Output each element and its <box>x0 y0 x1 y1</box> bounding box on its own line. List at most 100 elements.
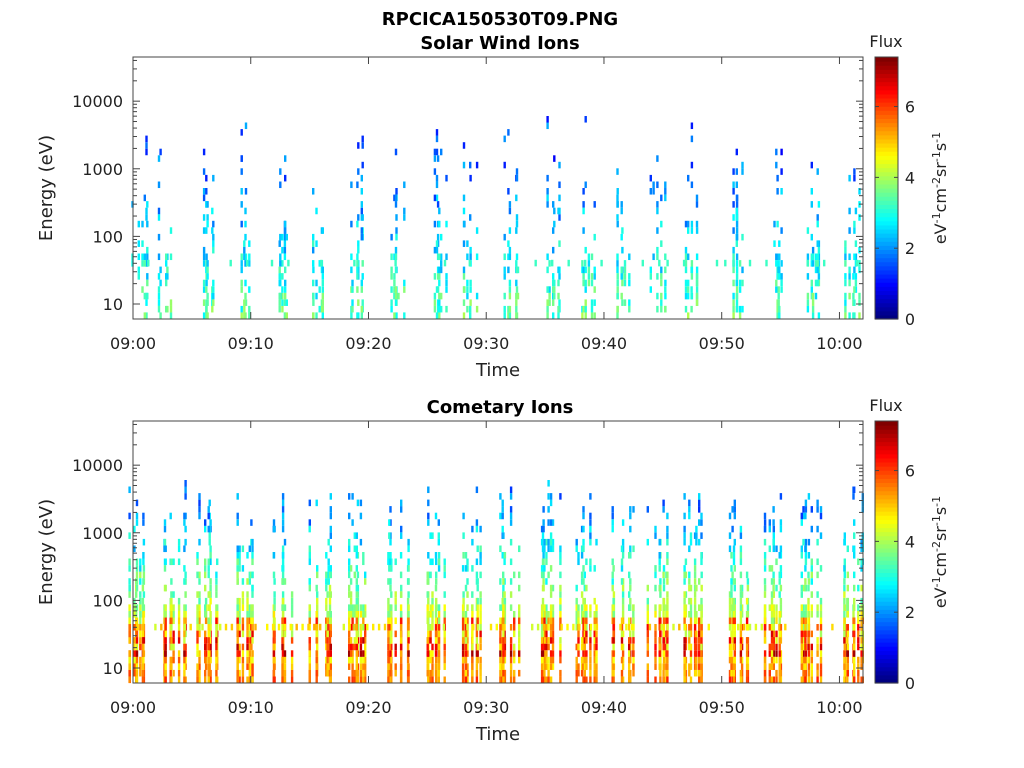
spectrogram-cell <box>735 266 739 274</box>
spectrogram-cell <box>462 161 466 169</box>
spectrogram-cell <box>279 253 282 261</box>
spectrogram-cell <box>814 260 818 267</box>
spectrogram-cell <box>804 604 808 611</box>
spectrogram-cell <box>848 227 851 234</box>
spectrogram-cell <box>154 623 157 631</box>
spectrogram-cell <box>406 656 410 664</box>
spectrogram-cell <box>399 650 403 657</box>
colorbar-tick-label: 2 <box>905 239 915 258</box>
spectrogram-cell <box>313 623 316 631</box>
spectrogram-cell <box>248 604 251 611</box>
spectrogram-cell <box>542 578 545 585</box>
spectrogram-cell <box>502 656 505 664</box>
spectrogram-cell <box>589 643 592 651</box>
spectrogram-cell <box>658 656 661 664</box>
spectrogram-cell <box>575 538 578 546</box>
spectrogram-cell <box>240 168 243 175</box>
spectrogram-cell <box>461 630 465 638</box>
colorbar-segment <box>875 138 898 144</box>
spectrogram-cell <box>616 292 619 300</box>
spectrogram-cell <box>745 650 749 657</box>
spectrogram-cell <box>515 194 518 202</box>
spectrogram-cell <box>241 604 245 611</box>
spectrogram-cell <box>583 597 586 605</box>
spectrogram-cell <box>272 617 276 625</box>
colorbar-segment <box>875 167 898 173</box>
spectrogram-cell <box>693 532 697 539</box>
spectrogram-cell <box>348 604 351 611</box>
spectrogram-cell <box>435 135 439 143</box>
spectrogram-cell <box>399 571 403 579</box>
spectrogram-cell <box>616 194 619 202</box>
spectrogram-cell <box>435 578 438 585</box>
spectrogram-cell <box>183 617 186 625</box>
spectrogram-cell <box>502 643 505 651</box>
spectrogram-cell <box>580 643 584 651</box>
spectrogram-cell <box>583 630 586 638</box>
spectrogram-cell <box>128 676 131 684</box>
spectrogram-cell <box>394 617 397 625</box>
spectrogram-cell <box>475 305 479 313</box>
spectrogram-cell <box>461 643 465 651</box>
spectrogram-cell <box>502 604 505 611</box>
spectrogram-cell <box>666 512 669 520</box>
spectrogram-cell <box>739 656 743 664</box>
spectrogram-cell <box>802 506 805 513</box>
spectrogram-cell <box>621 663 625 670</box>
spectrogram-cell <box>142 676 145 684</box>
spectrogram-cell <box>215 669 218 677</box>
spectrogram-cell <box>632 663 635 670</box>
spectrogram-cell <box>236 669 239 677</box>
spectrogram-cell <box>284 279 287 287</box>
spectrogram-cell <box>443 591 446 598</box>
spectrogram-cell <box>479 637 482 644</box>
spectrogram-cell <box>135 630 139 638</box>
spectrogram-cell <box>846 643 849 651</box>
spectrogram-cell <box>695 220 699 228</box>
spectrogram-cell <box>582 663 585 670</box>
spectrogram-cell <box>133 643 136 651</box>
spectrogram-cell <box>728 591 732 598</box>
spectrogram-cell <box>272 519 276 526</box>
spectrogram-cell <box>683 617 686 625</box>
spectrogram-cell <box>688 506 691 513</box>
spectrogram-cell <box>664 292 667 300</box>
spectrogram-cell <box>695 637 698 644</box>
spectrogram-cell <box>141 597 145 605</box>
spectrogram-cell <box>581 312 584 319</box>
spectrogram-cell <box>589 637 592 644</box>
spectrogram-cell <box>739 630 743 638</box>
spectrogram-cell <box>763 519 767 526</box>
spectrogram-cell <box>693 604 697 611</box>
spectrogram-cell <box>819 637 823 644</box>
spectrogram-cell <box>583 663 586 670</box>
spectrogram-cell <box>739 676 743 684</box>
spectrogram-cell <box>632 669 635 677</box>
spectrogram-cell <box>427 512 430 520</box>
spectrogram-cell <box>684 604 688 611</box>
spectrogram-cell <box>687 279 690 287</box>
spectrogram-cell <box>236 565 239 572</box>
spectrogram-cell <box>312 279 315 287</box>
x-axis-label: Time <box>475 360 520 381</box>
spectrogram-cell <box>240 220 243 228</box>
spectrogram-cell <box>545 578 548 585</box>
spectrogram-cell <box>503 266 506 274</box>
spectrogram-cell <box>853 174 856 182</box>
spectrogram-cell <box>582 525 585 533</box>
spectrogram-cell <box>177 637 181 644</box>
spectrogram-cell <box>844 292 847 300</box>
spectrogram-cell <box>128 565 131 572</box>
spectrogram-cell <box>740 663 744 670</box>
spectrogram-cell <box>407 617 410 625</box>
spectrogram-cell <box>546 201 549 208</box>
spectrogram-cell <box>272 650 276 657</box>
spectrogram-cell <box>362 552 365 559</box>
spectrogram-cell <box>502 611 505 618</box>
spectrogram-cell <box>133 650 136 657</box>
spectrogram-cell <box>595 630 598 638</box>
spectrogram-cell <box>515 286 519 293</box>
spectrogram-cell <box>246 663 249 670</box>
spectrogram-cell <box>170 617 173 625</box>
spectrogram-cell <box>843 611 846 618</box>
